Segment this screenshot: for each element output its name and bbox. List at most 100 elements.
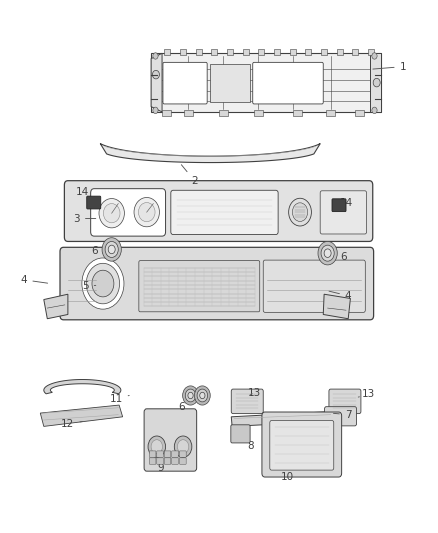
Circle shape: [324, 249, 331, 257]
FancyBboxPatch shape: [329, 389, 361, 414]
FancyBboxPatch shape: [320, 191, 367, 234]
Ellipse shape: [134, 197, 159, 227]
FancyBboxPatch shape: [180, 458, 186, 464]
FancyBboxPatch shape: [91, 189, 166, 236]
Ellipse shape: [293, 203, 308, 222]
Text: 4: 4: [21, 275, 48, 285]
Ellipse shape: [138, 203, 155, 222]
Bar: [336, 49, 343, 55]
FancyBboxPatch shape: [253, 62, 323, 104]
Text: 9: 9: [158, 459, 169, 473]
PathPatch shape: [231, 411, 334, 426]
Circle shape: [197, 389, 208, 402]
FancyBboxPatch shape: [270, 421, 334, 470]
FancyBboxPatch shape: [163, 62, 207, 104]
Bar: [180, 49, 186, 55]
Ellipse shape: [93, 190, 133, 234]
Circle shape: [105, 241, 118, 257]
FancyBboxPatch shape: [172, 451, 178, 457]
Bar: [254, 110, 263, 116]
FancyBboxPatch shape: [144, 409, 197, 471]
FancyBboxPatch shape: [164, 451, 171, 457]
Text: 13: 13: [358, 390, 375, 399]
Text: 6: 6: [178, 402, 192, 411]
FancyBboxPatch shape: [60, 247, 374, 320]
Bar: [352, 49, 358, 55]
Text: 8: 8: [240, 440, 254, 451]
FancyBboxPatch shape: [231, 389, 263, 414]
FancyBboxPatch shape: [149, 458, 156, 464]
FancyBboxPatch shape: [171, 190, 278, 235]
PathPatch shape: [370, 53, 381, 112]
Text: 2: 2: [181, 165, 198, 186]
Ellipse shape: [92, 270, 114, 297]
Bar: [290, 49, 296, 55]
Bar: [227, 49, 233, 55]
PathPatch shape: [44, 379, 121, 394]
Text: 4: 4: [329, 291, 352, 301]
Circle shape: [188, 392, 193, 399]
Circle shape: [321, 245, 334, 261]
FancyBboxPatch shape: [164, 458, 171, 464]
Bar: [326, 110, 335, 116]
Ellipse shape: [86, 263, 120, 304]
Circle shape: [200, 392, 205, 399]
Text: 11: 11: [110, 394, 129, 403]
Bar: [211, 49, 217, 55]
Ellipse shape: [103, 204, 120, 223]
Bar: [219, 110, 228, 116]
Text: 10: 10: [280, 469, 293, 482]
PathPatch shape: [40, 405, 123, 426]
Text: 13: 13: [248, 388, 261, 398]
FancyBboxPatch shape: [149, 451, 156, 457]
Text: 14: 14: [76, 187, 95, 197]
Bar: [164, 49, 170, 55]
Bar: [274, 49, 280, 55]
FancyBboxPatch shape: [157, 451, 163, 457]
Text: 12: 12: [61, 419, 83, 429]
Bar: [321, 49, 327, 55]
PathPatch shape: [151, 53, 381, 112]
FancyBboxPatch shape: [262, 412, 342, 477]
Circle shape: [153, 107, 158, 114]
Circle shape: [372, 107, 377, 114]
Circle shape: [151, 440, 162, 454]
FancyBboxPatch shape: [172, 458, 178, 464]
Text: 6: 6: [91, 246, 106, 255]
Bar: [305, 49, 311, 55]
PathPatch shape: [323, 294, 350, 319]
Bar: [184, 110, 193, 116]
Bar: [258, 49, 265, 55]
Ellipse shape: [99, 198, 124, 228]
Text: 6: 6: [332, 252, 347, 262]
Circle shape: [153, 53, 158, 59]
Bar: [368, 49, 374, 55]
FancyBboxPatch shape: [325, 407, 357, 426]
Circle shape: [183, 386, 198, 405]
PathPatch shape: [100, 143, 320, 163]
Circle shape: [174, 436, 192, 457]
Bar: [196, 49, 202, 55]
Text: 14: 14: [334, 198, 353, 207]
Circle shape: [148, 436, 166, 457]
Bar: [355, 110, 364, 116]
Ellipse shape: [82, 258, 124, 309]
Ellipse shape: [123, 193, 158, 231]
FancyBboxPatch shape: [332, 199, 346, 212]
Circle shape: [177, 440, 189, 454]
Bar: [210, 64, 250, 102]
Circle shape: [194, 386, 210, 405]
Circle shape: [152, 70, 159, 79]
Circle shape: [372, 53, 377, 59]
FancyBboxPatch shape: [157, 458, 163, 464]
Circle shape: [185, 389, 196, 402]
FancyBboxPatch shape: [139, 261, 260, 312]
Circle shape: [373, 78, 380, 87]
PathPatch shape: [151, 53, 162, 112]
Text: 3: 3: [73, 214, 96, 223]
Circle shape: [108, 245, 115, 254]
FancyBboxPatch shape: [231, 425, 250, 443]
Bar: [162, 110, 171, 116]
Text: 7: 7: [333, 410, 352, 419]
FancyBboxPatch shape: [87, 196, 101, 209]
